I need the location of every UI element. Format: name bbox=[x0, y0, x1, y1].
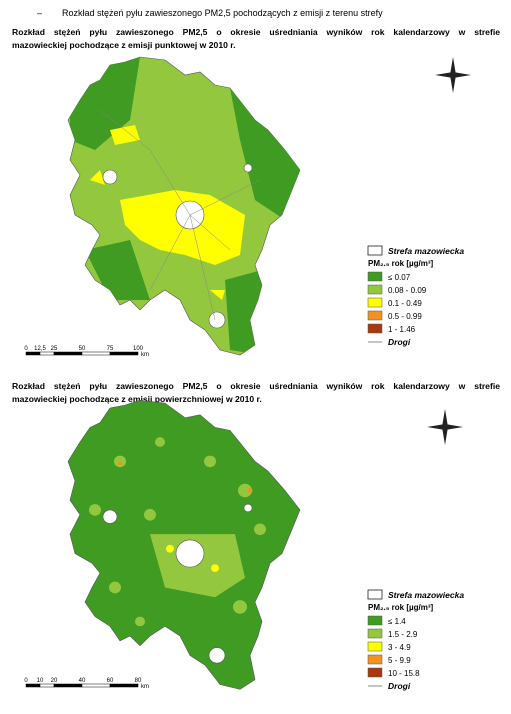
legend-label: 10 - 15.8 bbox=[388, 669, 420, 678]
map-title: Rozkład stężeń pyłu zawieszonego PM2,5 o… bbox=[12, 380, 500, 406]
scale-segment bbox=[109, 683, 139, 688]
header-bullet: – bbox=[37, 8, 43, 18]
title-line: Rozkład stężeń pyłu zawieszonego PM2,5 o… bbox=[12, 27, 500, 37]
header-text: Rozkład stężeń pyłu zawieszonego PM2,5 p… bbox=[62, 8, 383, 18]
scale-label: 50 bbox=[79, 346, 86, 352]
title-line: Rozkład stężeń pyłu zawieszonego PM2,5 o… bbox=[12, 381, 500, 391]
zone-swatch bbox=[367, 589, 383, 600]
legend-swatch bbox=[367, 323, 383, 334]
legend-label: 0.1 - 0.49 bbox=[388, 299, 422, 308]
scale-label: 10 bbox=[37, 678, 44, 684]
map-title: Rozkład stężeń pyłu zawieszonego PM2,5 o… bbox=[12, 26, 500, 52]
legend-swatch bbox=[367, 284, 383, 295]
legend-swatch bbox=[367, 271, 383, 282]
zone-swatch bbox=[367, 245, 383, 256]
legend-label: 1 - 1.46 bbox=[388, 325, 416, 334]
scale-segment bbox=[39, 351, 55, 356]
scale-label: 40 bbox=[79, 678, 86, 684]
scale-label: 20 bbox=[51, 678, 58, 684]
scale-label: 12,5 bbox=[34, 346, 46, 352]
legend-label: ≤ 0.07 bbox=[388, 273, 411, 282]
title-line: mazowieckiej pochodzące z emisji powierz… bbox=[12, 394, 262, 404]
compass bbox=[427, 409, 463, 445]
scale-label: 60 bbox=[107, 678, 114, 684]
scale-segment bbox=[81, 351, 111, 356]
scale-segment bbox=[39, 683, 55, 688]
legend-label: 3 - 4.9 bbox=[388, 643, 411, 652]
title-line: mazowieckiej pochodzące z emisji punktow… bbox=[12, 40, 236, 50]
legend-label: 5 - 9.9 bbox=[388, 656, 411, 665]
legend-title: PM₂.₅ rok [µg/m³] bbox=[368, 603, 434, 612]
legend-swatch bbox=[367, 310, 383, 321]
scale-unit: km bbox=[141, 352, 149, 358]
scale-label: 0 bbox=[24, 678, 28, 684]
map-area-emission bbox=[67, 399, 301, 690]
legend-swatch bbox=[367, 641, 383, 652]
scale-label: 25 bbox=[51, 346, 58, 352]
scale-label: 80 bbox=[135, 678, 142, 684]
scale-segment bbox=[25, 351, 41, 356]
legend-swatch bbox=[367, 654, 383, 665]
legend-title: PM₂.₅ rok [µg/m³] bbox=[368, 259, 434, 268]
legend-swatch bbox=[367, 628, 383, 639]
legend-label: ≤ 1.4 bbox=[388, 617, 406, 626]
scale-unit: km bbox=[141, 684, 149, 690]
roads-label: Drogi bbox=[388, 337, 411, 347]
scale-segment bbox=[53, 683, 83, 688]
scale-segment bbox=[109, 351, 139, 356]
legend-label: 1.5 - 2.9 bbox=[388, 630, 418, 639]
scale-segment bbox=[81, 683, 111, 688]
compass bbox=[435, 57, 471, 93]
roads-label: Drogi bbox=[388, 681, 411, 691]
legend-label: 0.08 - 0.09 bbox=[388, 286, 427, 295]
scale-label: 100 bbox=[133, 346, 144, 352]
map-point-emission bbox=[67, 56, 301, 356]
zone-label: Strefa mazowiecka bbox=[388, 246, 464, 256]
legend-swatch bbox=[367, 667, 383, 678]
legend-swatch bbox=[367, 297, 383, 308]
legend-swatch bbox=[367, 615, 383, 626]
scale-label: 75 bbox=[107, 346, 114, 352]
legend-label: 0.5 - 0.99 bbox=[388, 312, 422, 321]
scale-segment bbox=[53, 351, 83, 356]
zone-label: Strefa mazowiecka bbox=[388, 590, 464, 600]
scale-label: 0 bbox=[24, 346, 28, 352]
scale-segment bbox=[25, 683, 41, 688]
